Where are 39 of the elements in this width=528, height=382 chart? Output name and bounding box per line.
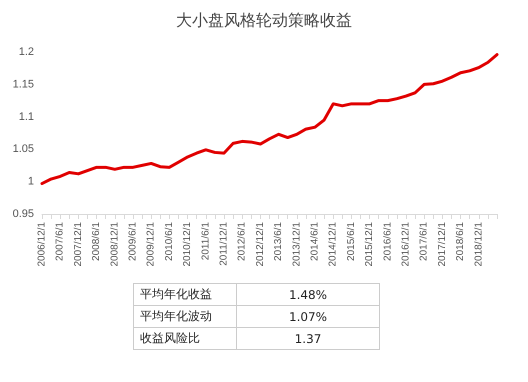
x-tick-label: 2016/12/1	[400, 222, 412, 266]
text: 1.37	[236, 328, 380, 350]
y-tick-label: 1.2	[18, 46, 34, 58]
x-tick-label: 2018/12/1	[473, 222, 484, 266]
text: 平均年化波动	[134, 306, 236, 328]
x-tick-label: 2017/6/1	[418, 222, 430, 261]
y-tick-label: 1.05	[12, 143, 34, 156]
x-tick-label: 2016/6/1	[382, 222, 394, 261]
x-tick-label: 2008/6/1	[91, 222, 102, 261]
y-tick-label: 1	[28, 176, 34, 188]
x-tick-label: 2011/6/1	[200, 222, 212, 260]
x-tick-label: 2015/12/1	[364, 222, 376, 266]
x-tick-label: 2014/12/1	[328, 222, 339, 266]
x-tick-label: 2013/12/1	[291, 222, 302, 266]
y-tick-label: 1.1	[18, 110, 34, 123]
x-tick-label: 2014/6/1	[310, 222, 320, 261]
x-tick-label: 2018/6/1	[455, 222, 466, 261]
x-tick-label: 2010/12/1	[182, 222, 194, 266]
x-tick-label: 2011/12/1	[218, 222, 230, 266]
x-tick-label: 2007/12/1	[72, 222, 84, 266]
x-tick-label: 2017/12/1	[436, 222, 448, 266]
x-tick-label: 2007/6/1	[54, 222, 66, 261]
x-tick-label: 2009/6/1	[128, 222, 138, 261]
chart-title: 大小盘风格轮动策略收益	[176, 12, 352, 30]
y-tick-label: 0.95	[12, 208, 34, 220]
x-tick-label: 2006/12/1	[36, 222, 48, 266]
x-tick-label: 2015/6/1	[346, 222, 357, 261]
y-tick-label: 1.15	[12, 78, 34, 90]
x-tick-label: 2012/6/1	[236, 222, 248, 261]
text: 1.48%	[236, 284, 380, 306]
text: 平均年化收益	[134, 284, 236, 306]
text: 收益风险比	[134, 328, 236, 350]
x-tick-label: 2013/6/1	[273, 222, 284, 261]
line-series	[40, 53, 498, 186]
x-tick-label: 2008/12/1	[109, 222, 120, 266]
x-tick-label: 2012/12/1	[254, 222, 266, 266]
x-tick-label: 2010/6/1	[164, 222, 175, 261]
x-tick-label: 2009/12/1	[146, 222, 157, 266]
text: 1.07%	[236, 306, 380, 328]
